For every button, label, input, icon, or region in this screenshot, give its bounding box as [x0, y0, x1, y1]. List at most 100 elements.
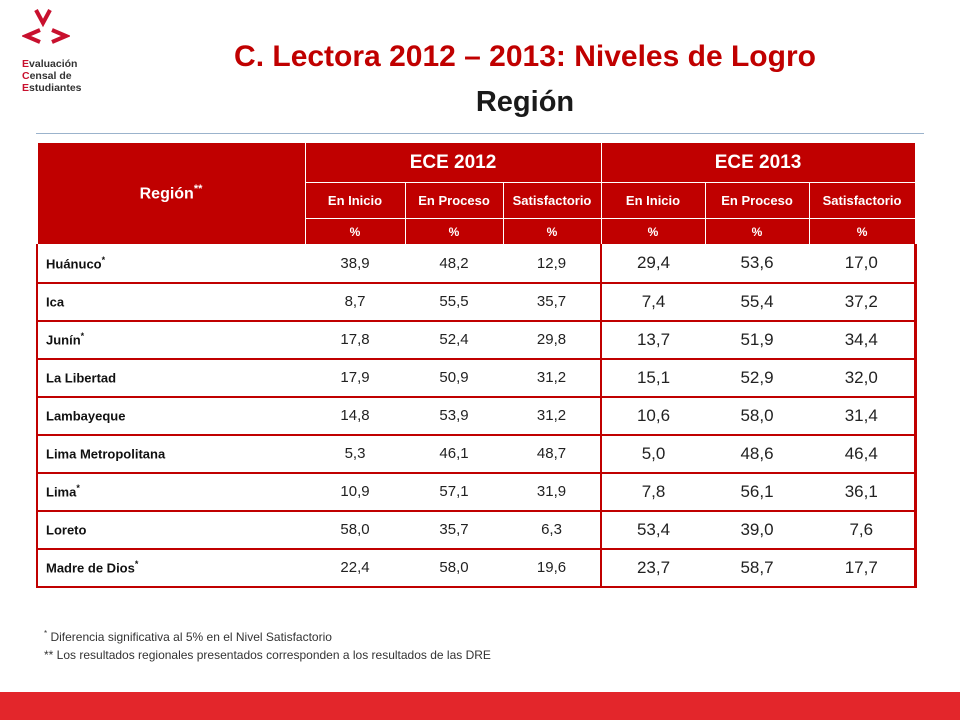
cell-2013-proceso: 56,1 [705, 472, 810, 512]
cell-2012-inicio: 17,9 [305, 358, 405, 398]
logo-line: Evaluación [22, 58, 78, 70]
level-header: Satisfactorio [808, 182, 916, 219]
table-row: Lambayeque 14,8 53,9 31,2 10,6 58,0 31,4 [36, 396, 917, 436]
footnote-significance: * Diferencia significativa al 5% en el N… [44, 629, 332, 644]
cell-2012-satisfactorio: 31,2 [503, 358, 603, 398]
cell-2013-inicio: 53,4 [601, 510, 706, 550]
cell-2012-proceso: 55,5 [405, 282, 503, 322]
ece-logo-mark [22, 9, 70, 44]
cell-2013-satisfactorio: 31,4 [809, 396, 917, 436]
unit-header: % [600, 218, 706, 245]
cell-2013-inicio: 13,7 [601, 320, 706, 360]
cell-2012-inicio: 17,8 [305, 320, 405, 360]
slide-title: C. Lectora 2012 – 2013: Niveles de Logro [234, 40, 816, 73]
cell-2013-proceso: 55,4 [705, 282, 810, 322]
cell-2012-inicio: 58,0 [305, 510, 405, 550]
table-row: Madre de Dios* 22,4 58,0 19,6 23,7 58,7 … [36, 548, 917, 588]
cell-2013-inicio: 10,6 [601, 396, 706, 436]
unit-header: % [808, 218, 916, 245]
level-header: En Inicio [304, 182, 406, 219]
footer-bar [0, 692, 960, 720]
cell-2013-proceso: 48,6 [705, 434, 810, 474]
region-name: Lima* [36, 472, 305, 512]
cell-2013-proceso: 53,6 [705, 244, 810, 284]
cell-2012-proceso: 46,1 [405, 434, 503, 474]
cell-2013-inicio: 5,0 [601, 434, 706, 474]
slide-subtitle: Región [475, 86, 575, 118]
table-row: Lima Metropolitana 5,3 46,1 48,7 5,0 48,… [36, 434, 917, 474]
logo-wordmark: Evaluación Censal de Estudiantes [22, 58, 82, 94]
cell-2012-inicio: 38,9 [305, 244, 405, 284]
cell-2012-satisfactorio: 19,6 [503, 548, 603, 588]
region-name: La Libertad [36, 358, 305, 398]
region-name: Madre de Dios* [36, 548, 305, 588]
cell-2013-satisfactorio: 34,4 [809, 320, 917, 360]
cell-2013-satisfactorio: 46,4 [809, 434, 917, 474]
cell-2012-satisfactorio: 12,9 [503, 244, 603, 284]
cell-2012-proceso: 50,9 [405, 358, 503, 398]
cell-2013-satisfactorio: 37,2 [809, 282, 917, 322]
cell-2012-proceso: 35,7 [405, 510, 503, 550]
cell-2013-satisfactorio: 17,0 [809, 244, 917, 284]
ece-logo: Evaluación Censal de Estudiantes [20, 8, 110, 98]
cell-2012-proceso: 58,0 [405, 548, 503, 588]
cell-2012-inicio: 14,8 [305, 396, 405, 436]
cell-2012-proceso: 48,2 [405, 244, 503, 284]
region-name: Junín* [36, 320, 305, 360]
level-header: En Proceso [404, 182, 504, 219]
cell-2012-proceso: 57,1 [405, 472, 503, 512]
table-row: Huánuco* 38,9 48,2 12,9 29,4 53,6 17,0 [36, 244, 917, 284]
cell-2012-satisfactorio: 31,9 [503, 472, 603, 512]
logo-line: Censal de [22, 70, 72, 82]
region-name: Huánuco* [36, 244, 305, 284]
cell-2012-satisfactorio: 29,8 [503, 320, 603, 360]
region-name: Ica [36, 282, 305, 322]
table-row: Ica 8,7 55,5 35,7 7,4 55,4 37,2 [36, 282, 917, 322]
results-table: Región** ECE 2012 ECE 2013 En Inicio En … [36, 142, 917, 588]
header-divider [36, 133, 924, 134]
region-name: Lima Metropolitana [36, 434, 305, 474]
cell-2013-proceso: 52,9 [705, 358, 810, 398]
cell-2012-proceso: 53,9 [405, 396, 503, 436]
cell-2013-proceso: 58,7 [705, 548, 810, 588]
cell-2013-proceso: 51,9 [705, 320, 810, 360]
table-row: Junín* 17,8 52,4 29,8 13,7 51,9 34,4 [36, 320, 917, 360]
table-row: Lima* 10,9 57,1 31,9 7,8 56,1 36,1 [36, 472, 917, 512]
cell-2012-satisfactorio: 6,3 [503, 510, 603, 550]
region-name: Loreto [36, 510, 305, 550]
cell-2012-satisfactorio: 35,7 [503, 282, 603, 322]
cell-2013-inicio: 29,4 [601, 244, 706, 284]
cell-2012-inicio: 8,7 [305, 282, 405, 322]
level-header: Satisfactorio [502, 182, 602, 219]
cell-2013-inicio: 7,8 [601, 472, 706, 512]
footnote-dre: ** Los resultados regionales presentados… [44, 648, 491, 662]
unit-header: % [404, 218, 504, 245]
unit-header: % [502, 218, 602, 245]
cell-2013-proceso: 39,0 [705, 510, 810, 550]
cell-2012-inicio: 22,4 [305, 548, 405, 588]
table-row: Loreto 58,0 35,7 6,3 53,4 39,0 7,6 [36, 510, 917, 550]
cell-2013-satisfactorio: 36,1 [809, 472, 917, 512]
cell-2013-satisfactorio: 7,6 [809, 510, 917, 550]
cell-2013-inicio: 23,7 [601, 548, 706, 588]
cell-2013-inicio: 7,4 [601, 282, 706, 322]
cell-2012-satisfactorio: 48,7 [503, 434, 603, 474]
cell-2012-proceso: 52,4 [405, 320, 503, 360]
table-row: La Libertad 17,9 50,9 31,2 15,1 52,9 32,… [36, 358, 917, 398]
cell-2013-satisfactorio: 32,0 [809, 358, 917, 398]
cell-2013-proceso: 58,0 [705, 396, 810, 436]
cell-2013-satisfactorio: 17,7 [809, 548, 917, 588]
year-header-2013: ECE 2013 [600, 142, 916, 183]
cell-2013-inicio: 15,1 [601, 358, 706, 398]
unit-header: % [704, 218, 810, 245]
cell-2012-inicio: 5,3 [305, 434, 405, 474]
logo-line: Estudiantes [22, 82, 82, 94]
cell-2012-satisfactorio: 31,2 [503, 396, 603, 436]
region-name: Lambayeque [36, 396, 305, 436]
region-column-header: Región** [36, 142, 306, 245]
cell-2012-inicio: 10,9 [305, 472, 405, 512]
level-header: En Inicio [600, 182, 706, 219]
year-header-2012: ECE 2012 [304, 142, 602, 183]
level-header: En Proceso [704, 182, 810, 219]
unit-header: % [304, 218, 406, 245]
